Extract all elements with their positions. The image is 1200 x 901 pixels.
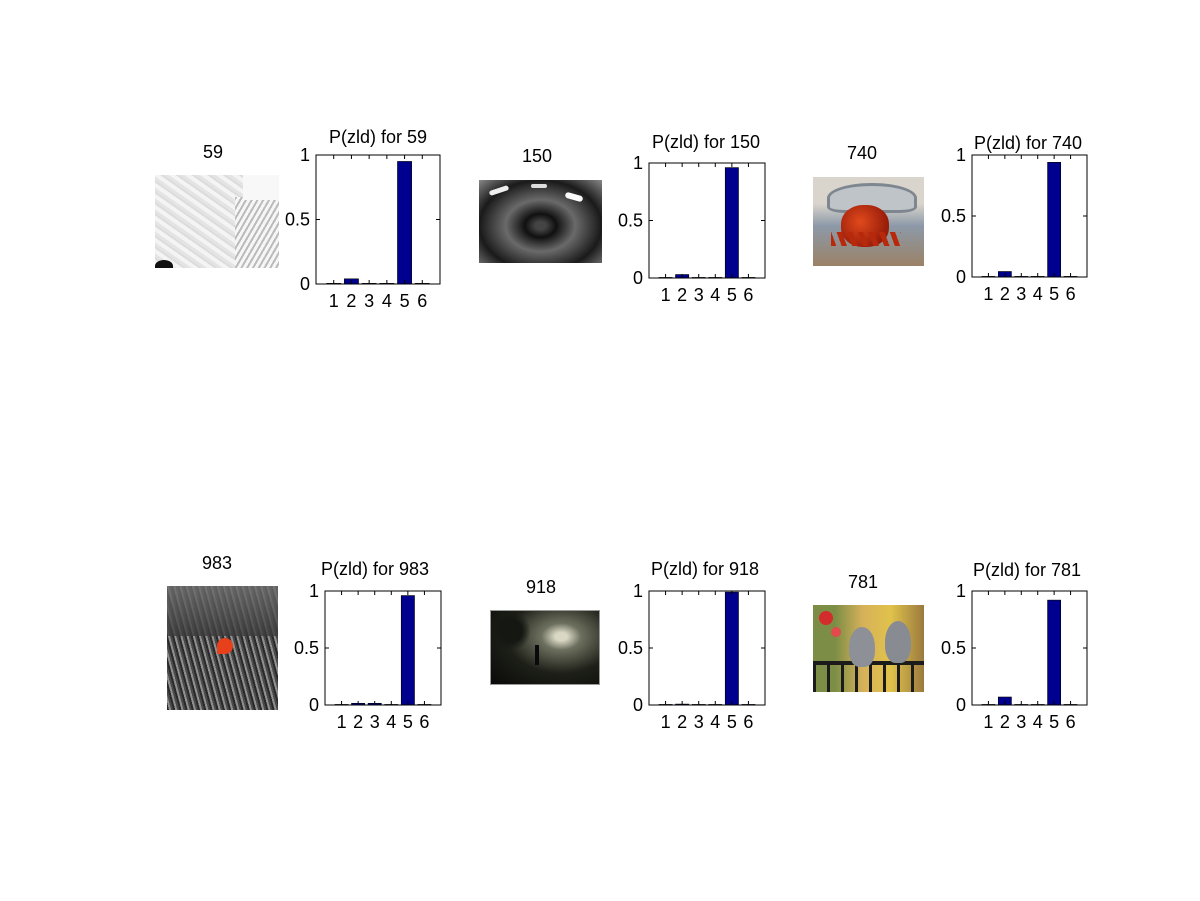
chart-title: P(zld) for 740 bbox=[974, 133, 1082, 153]
x-tick-label: 6 bbox=[743, 285, 753, 305]
image-caption: 740 bbox=[847, 143, 878, 163]
y-tick-label: 0 bbox=[633, 268, 643, 288]
x-tick-label: 4 bbox=[1033, 284, 1043, 304]
x-tick-label: 2 bbox=[1000, 284, 1010, 304]
x-tick-label: 2 bbox=[677, 712, 687, 732]
y-tick-label: 0 bbox=[309, 695, 319, 715]
dark-night-scene-photo bbox=[490, 610, 600, 685]
x-tick-label: 3 bbox=[694, 285, 704, 305]
chart-title: P(zld) for 150 bbox=[652, 132, 760, 152]
bar bbox=[1047, 162, 1062, 278]
axes-frame bbox=[971, 590, 1088, 706]
chart-title: P(zld) for 781 bbox=[973, 560, 1081, 580]
y-tick-label: 1 bbox=[300, 145, 310, 165]
y-tick-label: 1 bbox=[309, 581, 319, 601]
y-tick-label: 0.5 bbox=[618, 211, 643, 231]
image-caption: 983 bbox=[202, 553, 233, 573]
axes-frame bbox=[648, 590, 766, 706]
x-tick-label: 4 bbox=[386, 712, 396, 732]
x-tick-label: 5 bbox=[1049, 712, 1059, 732]
chart-title: P(zld) for 59 bbox=[329, 127, 427, 147]
y-tick-label: 0.5 bbox=[618, 638, 643, 658]
x-tick-label: 2 bbox=[346, 291, 356, 311]
x-tick-label: 2 bbox=[1000, 712, 1010, 732]
crumpled-paper-photo bbox=[155, 175, 279, 268]
x-tick-label: 2 bbox=[677, 285, 687, 305]
x-tick-label: 3 bbox=[1016, 712, 1026, 732]
y-tick-label: 0 bbox=[633, 695, 643, 715]
x-tick-label: 4 bbox=[382, 291, 392, 311]
x-tick-label: 1 bbox=[337, 712, 347, 732]
axes-frame bbox=[971, 154, 1088, 278]
x-tick-label: 1 bbox=[983, 284, 993, 304]
x-tick-label: 6 bbox=[743, 712, 753, 732]
tunnel-photo bbox=[479, 180, 602, 263]
wheat-field-poppy-photo bbox=[167, 586, 278, 710]
y-tick-label: 0.5 bbox=[941, 206, 966, 226]
x-tick-label: 4 bbox=[710, 712, 720, 732]
y-tick-label: 1 bbox=[633, 153, 643, 173]
y-tick-label: 0 bbox=[956, 267, 966, 287]
x-tick-label: 4 bbox=[710, 285, 720, 305]
axes-frame bbox=[648, 162, 766, 279]
y-tick-label: 0 bbox=[300, 274, 310, 294]
image-caption: 781 bbox=[848, 572, 879, 592]
y-tick-label: 0.5 bbox=[941, 638, 966, 658]
y-tick-label: 1 bbox=[956, 145, 966, 165]
y-tick-label: 0 bbox=[956, 695, 966, 715]
x-tick-label: 5 bbox=[403, 712, 413, 732]
x-tick-label: 1 bbox=[661, 285, 671, 305]
x-tick-label: 3 bbox=[364, 291, 374, 311]
image-caption: 150 bbox=[522, 146, 553, 166]
x-tick-label: 3 bbox=[694, 712, 704, 732]
x-tick-label: 4 bbox=[1033, 712, 1043, 732]
x-tick-label: 6 bbox=[1066, 712, 1076, 732]
x-tick-label: 5 bbox=[727, 285, 737, 305]
bar bbox=[724, 167, 739, 279]
x-tick-label: 6 bbox=[417, 291, 427, 311]
bar bbox=[724, 591, 739, 706]
x-tick-label: 2 bbox=[353, 712, 363, 732]
x-tick-label: 1 bbox=[983, 712, 993, 732]
x-tick-label: 5 bbox=[400, 291, 410, 311]
chart-title: P(zld) for 983 bbox=[321, 559, 429, 579]
bar bbox=[397, 161, 412, 285]
x-tick-label: 3 bbox=[1016, 284, 1026, 304]
image-caption: 918 bbox=[526, 577, 557, 597]
y-tick-label: 0.5 bbox=[285, 210, 310, 230]
doves-on-railing-photo bbox=[813, 605, 924, 692]
y-tick-label: 1 bbox=[633, 581, 643, 601]
x-tick-label: 1 bbox=[661, 712, 671, 732]
x-tick-label: 5 bbox=[1049, 284, 1059, 304]
x-tick-label: 5 bbox=[727, 712, 737, 732]
y-tick-label: 0.5 bbox=[294, 638, 319, 658]
image-caption: 59 bbox=[203, 142, 224, 162]
y-tick-label: 1 bbox=[956, 581, 966, 601]
axes-frame bbox=[324, 590, 442, 706]
x-tick-label: 3 bbox=[370, 712, 380, 732]
x-tick-label: 1 bbox=[329, 291, 339, 311]
axes-frame bbox=[315, 154, 441, 285]
bar bbox=[1047, 599, 1062, 706]
bar bbox=[400, 595, 415, 706]
hermit-crab-photo bbox=[813, 177, 924, 266]
x-tick-label: 6 bbox=[1066, 284, 1076, 304]
chart-title: P(zld) for 918 bbox=[651, 559, 759, 579]
x-tick-label: 6 bbox=[419, 712, 429, 732]
